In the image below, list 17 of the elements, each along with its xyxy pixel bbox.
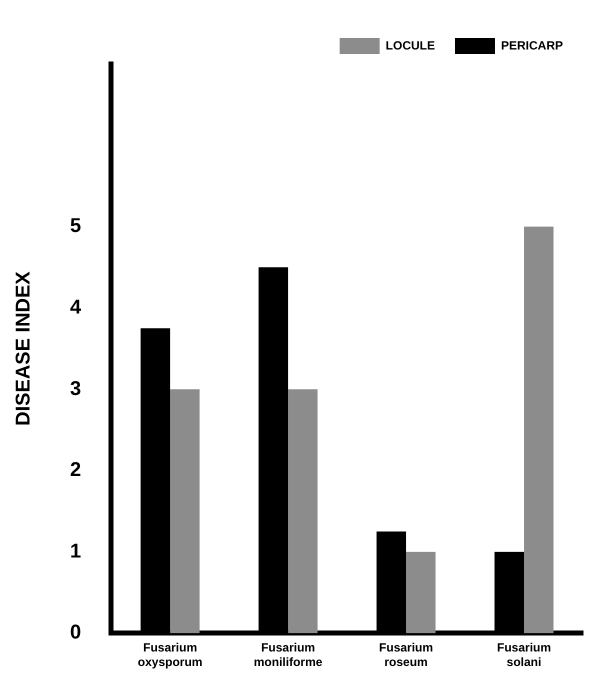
x-tick-label: Fusarium solani: [497, 640, 552, 670]
y-tick-label: 4: [70, 296, 82, 318]
y-tick-label: 5: [70, 215, 82, 238]
y-tick-label: 3: [70, 378, 82, 400]
x-tick-label: Fusarium moniliforme: [254, 640, 323, 670]
bar: [524, 226, 554, 634]
bar: [406, 552, 436, 634]
legend-label: LOCULE: [386, 38, 436, 52]
legend-label: PERICARP: [500, 38, 564, 52]
x-tick-label: Fusarium roseum: [379, 640, 434, 670]
y-axis-title: DISEASE INDEX: [12, 270, 35, 426]
y-tick-label: 2: [70, 459, 82, 482]
bar: [170, 389, 200, 634]
bar: [288, 389, 318, 634]
y-tick-label: 0: [70, 622, 82, 644]
y-tick-label: 1: [70, 540, 82, 562]
x-tick-label: Fusarium oxysporum: [138, 640, 202, 670]
